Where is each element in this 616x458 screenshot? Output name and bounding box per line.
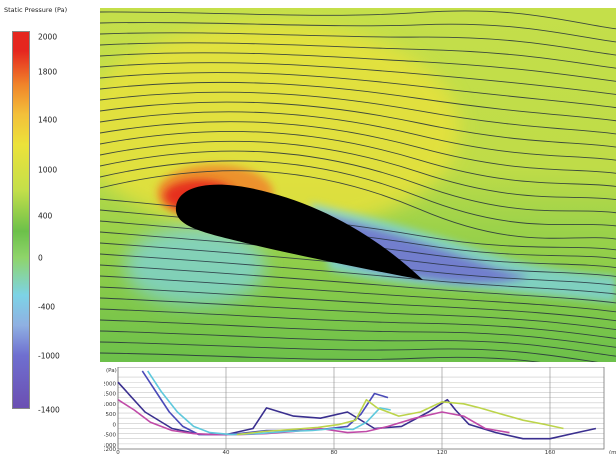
- streamline: [100, 319, 616, 348]
- y-tick-label: 500: [106, 412, 117, 418]
- streamline: [100, 72, 616, 109]
- colorbar-tick-label: -1400: [38, 405, 60, 415]
- airfoil-shape: [175, 184, 423, 280]
- y-tick-label: 1500: [104, 392, 116, 398]
- colorbar-tick-label: 1800: [38, 67, 58, 77]
- colorbar-tick-label: 0: [38, 253, 43, 263]
- streamline: [100, 52, 616, 82]
- colorbar-tick-label: 1000: [38, 165, 58, 175]
- streamline: [100, 275, 616, 313]
- plot-frame: [117, 366, 605, 450]
- streamline: [100, 131, 616, 187]
- streamline: [100, 10, 616, 30]
- streamline: [100, 160, 616, 227]
- streamline: [100, 140, 616, 201]
- streamline: [100, 91, 616, 135]
- streamline: [100, 170, 616, 240]
- colorbar-tick-label: 1400: [38, 115, 58, 125]
- y-tick-label: -500: [104, 433, 116, 439]
- y-axis-label: (Pa): [106, 368, 117, 374]
- streamline: [100, 286, 616, 322]
- pressure-field-heatmap: [100, 8, 616, 362]
- x-tick-label: 80: [331, 450, 338, 454]
- wake-region: [310, 203, 616, 303]
- streamline: [100, 352, 542, 362]
- streamline: [100, 101, 616, 148]
- streamline: [100, 150, 616, 214]
- x-tick-label: 120: [437, 450, 448, 454]
- streamline: [100, 341, 599, 362]
- streamline: [100, 42, 616, 69]
- colorbar-tick-label: 2000: [38, 32, 58, 42]
- streamline: [100, 330, 616, 357]
- series-line: [236, 398, 564, 436]
- x-unit-label: (mm: [609, 450, 616, 454]
- pressure-colorbar: [12, 31, 30, 409]
- streamlines: [100, 10, 616, 362]
- pressure-line-plot: (Pa)2000150010005000-500-1000-1200040801…: [100, 366, 616, 456]
- pressure-field-svg: [100, 8, 616, 362]
- low-pressure-zone: [125, 226, 265, 306]
- streamline: [100, 111, 616, 161]
- x-tick-label: 40: [223, 450, 230, 454]
- x-tick-label: 0: [116, 450, 120, 454]
- y-tick-label: 1000: [104, 402, 116, 408]
- streamline: [100, 231, 616, 277]
- series-line: [147, 370, 391, 436]
- plot-grid: [117, 367, 604, 450]
- streamline: [100, 62, 616, 95]
- streamline: [100, 81, 616, 122]
- x-tick-label: 160: [545, 450, 556, 454]
- streamline: [100, 121, 616, 174]
- streamline: [100, 32, 616, 56]
- y-tick-label: -1000: [104, 443, 116, 449]
- streamline: [100, 297, 616, 331]
- streamline: [100, 253, 616, 295]
- pressure-line-plot-svg: (Pa)2000150010005000-500-1000-1200040801…: [100, 366, 616, 456]
- colorbar-tick-label: 400: [38, 211, 53, 221]
- colorbar-tick-label: -400: [38, 302, 56, 312]
- colorbar-title: Static Pressure (Pa): [4, 6, 68, 14]
- streamline: [100, 264, 616, 304]
- y-tick-label: 2000: [104, 381, 116, 387]
- streamline: [100, 308, 616, 339]
- colorbar-tick-label: -1000: [38, 351, 60, 361]
- y-tick-label: 0: [113, 422, 117, 428]
- y-tick-label: -1200: [104, 447, 116, 453]
- streamline: [100, 22, 616, 43]
